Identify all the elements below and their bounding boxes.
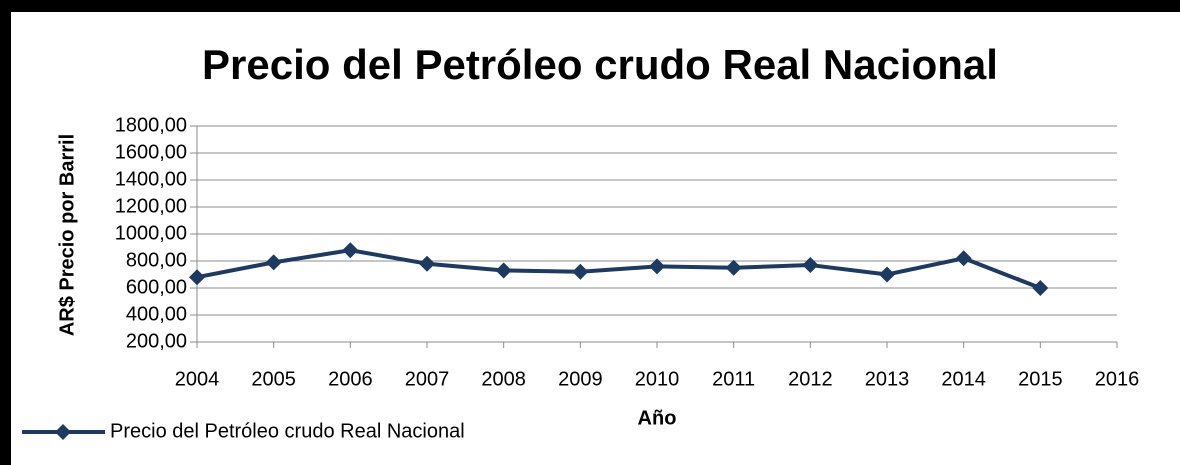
y-tick-label: 1600,00	[115, 141, 187, 163]
x-axis-label: Año	[638, 407, 677, 429]
y-tick-label: 1400,00	[115, 168, 187, 190]
point	[265, 254, 282, 271]
point	[572, 263, 589, 280]
frame-top	[0, 0, 1180, 12]
x-tick-label: 2016	[1095, 368, 1140, 390]
x-tick-label: 2012	[788, 368, 833, 390]
point	[342, 242, 359, 259]
x-tick-label: 2008	[481, 368, 526, 390]
x-tick-label: 2009	[558, 368, 603, 390]
x-tick-label: 2010	[635, 368, 680, 390]
point	[419, 255, 435, 272]
point	[189, 269, 205, 286]
y-tick-label: 400,00	[126, 303, 187, 325]
x-tick-label: 2015	[1018, 368, 1063, 390]
y-axis-label: AR$ Precio por Barril	[56, 134, 78, 336]
y-tick-label: 1000,00	[115, 222, 187, 244]
y-tick-label: 600,00	[126, 276, 187, 298]
point	[725, 259, 742, 276]
series-line	[196, 248, 1042, 290]
chart-title: Precio del Petróleo crudo Real Nacional	[202, 41, 998, 88]
y-tick-label: 1200,00	[115, 195, 187, 217]
point	[649, 258, 665, 275]
legend-label: Precio del Petróleo crudo Real Nacional	[110, 420, 465, 442]
x-tick-label: 2004	[175, 368, 220, 390]
point	[1032, 280, 1049, 296]
y-tick-label: 200,00	[126, 330, 187, 352]
point	[879, 266, 895, 283]
x-tick-label: 2006	[328, 368, 373, 390]
frame-left	[0, 0, 11, 465]
point	[955, 250, 972, 267]
point	[802, 257, 819, 274]
x-tick-label: 2007	[405, 368, 450, 390]
x-tick-label: 2013	[865, 368, 910, 390]
x-tick-label: 2005	[251, 368, 296, 390]
legend-marker	[55, 424, 71, 440]
x-tick-label: 2011	[712, 368, 755, 390]
y-tick-label: 1800,00	[115, 114, 187, 136]
y-tick-label: 800,00	[126, 249, 187, 271]
x-tick-label: 2014	[941, 368, 986, 390]
point	[495, 262, 512, 279]
